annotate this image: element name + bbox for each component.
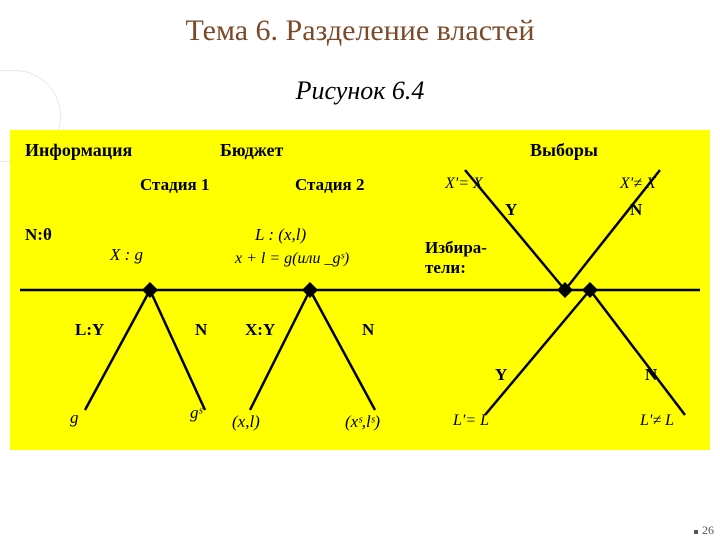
lbl-Lp_eq: L'= L — [453, 412, 489, 430]
lbl-xsls: (xˢ,lˢ) — [345, 412, 380, 432]
lbl-N_top: N — [630, 200, 642, 220]
lbl-X_g: X : g — [110, 245, 143, 265]
stage-1: Стадия 1 — [140, 175, 209, 195]
lbl-L_xl: L : (x,l) — [255, 225, 306, 245]
lbl-g: g — [70, 408, 79, 428]
figure-caption: Рисунок 6.4 — [0, 76, 720, 106]
lbl-Xp_eq: X'= X — [445, 175, 483, 193]
lbl-N2: N — [362, 320, 374, 340]
lbl-Lp_ne: L'≠ L — [640, 412, 674, 430]
lbl-N_bot: N — [645, 365, 657, 385]
page-title: Тема 6. Разделение властей — [0, 0, 720, 48]
header-elections: Выборы — [530, 140, 598, 161]
lbl-N1: N — [195, 320, 207, 340]
lbl-N_theta: N:θ — [25, 225, 52, 245]
lbl-gs: gˢ — [190, 403, 202, 423]
lbl-voters: Избира- тели: — [425, 238, 487, 278]
lbl-Xp_ne: X'≠ X — [620, 175, 656, 193]
diagram-panel: Информация Бюджет Выборы Стадия 1 Стадия 2 N:… — [10, 130, 710, 450]
page-bullet — [694, 530, 698, 534]
page-number: 26 — [702, 523, 714, 538]
lbl-xl_eq: x + l = g(или _gˢ) — [235, 250, 349, 268]
lbl-LY: L:Y — [75, 320, 104, 340]
lbl-XY: X:Y — [245, 320, 275, 340]
header-info: Информация — [25, 140, 132, 161]
stage-2: Стадия 2 — [295, 175, 364, 195]
lbl-Y_top: Y — [505, 200, 517, 220]
header-budget: Бюджет — [220, 140, 283, 161]
lbl-xl: (x,l) — [232, 412, 260, 432]
lbl-Y_bot: Y — [495, 365, 507, 385]
